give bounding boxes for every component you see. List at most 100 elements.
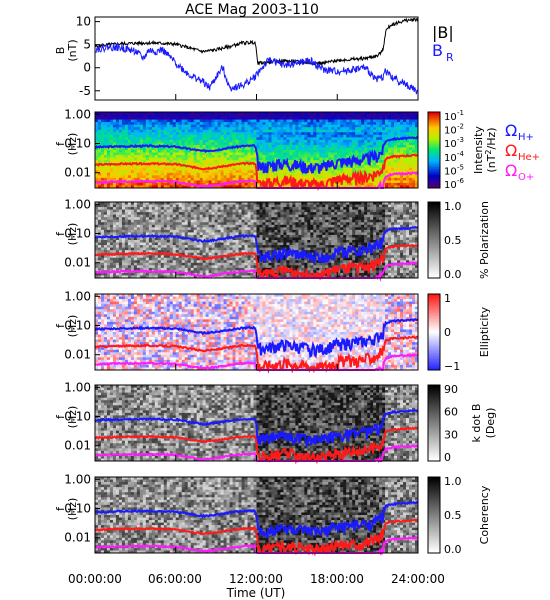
spectrogram-cell bbox=[148, 204, 153, 208]
spectrogram-cell bbox=[316, 119, 320, 123]
spectrogram-cell bbox=[343, 170, 347, 174]
spectrogram-cell bbox=[100, 160, 105, 163]
spectrogram-cell bbox=[184, 204, 189, 208]
spectrogram-cell bbox=[304, 112, 308, 115]
spectrogram-cell bbox=[352, 139, 356, 143]
spectrogram-cell bbox=[301, 144, 305, 148]
spectrogram-cell bbox=[154, 237, 159, 241]
spectrogram-cell bbox=[121, 240, 126, 243]
colorbar-tick-label: 10 bbox=[444, 153, 457, 164]
spectrogram-cell bbox=[382, 175, 386, 179]
spectrogram-cell bbox=[226, 142, 230, 146]
spectrogram-cell bbox=[124, 185, 129, 189]
spectrogram-cell bbox=[169, 262, 174, 266]
spectrogram-cell bbox=[100, 175, 105, 179]
spectrogram-cell bbox=[145, 157, 150, 161]
spectrogram-cell bbox=[391, 167, 395, 171]
spectrogram-cell bbox=[328, 142, 332, 146]
spectrogram-cell bbox=[95, 175, 99, 179]
y-tick-label: 1.00 bbox=[64, 107, 91, 121]
spectrogram-cell bbox=[112, 172, 117, 176]
spectrogram-cell bbox=[388, 114, 392, 118]
spectrogram-cell bbox=[412, 162, 416, 166]
spectrogram-cell bbox=[343, 127, 347, 131]
spectrogram-cell bbox=[109, 242, 114, 246]
legend-omega: Ω bbox=[505, 121, 517, 140]
spectrogram-cell bbox=[325, 175, 329, 179]
spectrogram-cell bbox=[190, 117, 194, 120]
spectrogram-cell bbox=[187, 167, 191, 171]
spectrogram-cell bbox=[130, 260, 135, 264]
spectrogram-cell bbox=[388, 127, 392, 131]
spectrogram-cell bbox=[142, 257, 147, 261]
spectrogram-cell bbox=[289, 165, 293, 169]
spectrogram-cell bbox=[391, 157, 395, 161]
spectrogram-cell bbox=[244, 150, 248, 153]
spectrogram-cell bbox=[97, 172, 102, 176]
spectrogram-cell bbox=[115, 247, 120, 251]
spectrogram-cell bbox=[148, 262, 153, 266]
spectrogram-cell bbox=[148, 157, 153, 161]
spectrogram-cell bbox=[175, 265, 180, 269]
spectrogram-cell bbox=[337, 112, 341, 115]
spectrogram-cell bbox=[124, 127, 129, 131]
spectrogram-cell bbox=[148, 114, 153, 118]
spectrogram-cell bbox=[238, 150, 242, 153]
spectrogram-cell bbox=[238, 232, 242, 236]
spectrogram-cell bbox=[223, 260, 227, 264]
spectrogram-cell bbox=[214, 222, 218, 226]
spectrogram-cell bbox=[289, 157, 293, 161]
spectrogram-cell bbox=[226, 144, 230, 148]
spectrogram-cell bbox=[235, 157, 239, 161]
spectrogram-cell bbox=[166, 217, 171, 221]
spectrogram-cell bbox=[169, 114, 174, 118]
spectrogram-cell bbox=[274, 122, 278, 125]
spectrogram-cell bbox=[169, 152, 174, 156]
spectrogram-cell bbox=[181, 245, 186, 248]
spectrogram-cell bbox=[100, 124, 105, 128]
spectrogram-cell bbox=[262, 175, 266, 179]
spectrogram-cell bbox=[286, 119, 290, 123]
spectrogram-cell bbox=[412, 157, 416, 161]
spectrogram-cell bbox=[301, 134, 305, 138]
spectrogram-cell bbox=[382, 172, 386, 176]
spectrogram-cell bbox=[214, 112, 218, 115]
spectrogram-cell bbox=[139, 262, 144, 266]
spectrogram-cell bbox=[247, 172, 251, 176]
spectrogram-cell bbox=[382, 137, 386, 141]
spectrogram-cell bbox=[97, 182, 102, 186]
spectrogram-cell bbox=[379, 160, 383, 163]
spectrogram-cell bbox=[139, 237, 144, 241]
spectrogram-cell bbox=[157, 212, 162, 215]
spectrogram-cell bbox=[181, 265, 186, 269]
spectrogram-cell bbox=[196, 265, 200, 269]
spectrogram-cell bbox=[205, 172, 209, 176]
spectrogram-cell bbox=[370, 172, 374, 176]
spectrogram-cell bbox=[328, 122, 332, 125]
spectrogram-cell bbox=[178, 165, 183, 169]
spectrogram-cell bbox=[214, 162, 218, 166]
spectrogram-cell bbox=[172, 204, 177, 208]
spectrogram-cell bbox=[97, 260, 102, 264]
spectrogram-cell bbox=[304, 117, 308, 120]
spectrogram-cell bbox=[361, 114, 365, 118]
spectrogram-cell bbox=[319, 150, 323, 153]
spectrogram-cell bbox=[166, 114, 171, 118]
spectrogram-cell bbox=[235, 119, 239, 123]
spectrogram-cell bbox=[124, 237, 129, 241]
spectrogram-cell bbox=[205, 234, 209, 238]
spectrogram-cell bbox=[394, 144, 398, 148]
spectrogram-cell bbox=[247, 204, 251, 208]
spectrogram-cell bbox=[121, 142, 126, 146]
spectrogram-cell bbox=[262, 155, 266, 158]
spectrogram-cell bbox=[385, 112, 389, 115]
spectrogram-cell bbox=[103, 247, 108, 251]
spectrogram-cell bbox=[328, 119, 332, 123]
spectrogram-cell bbox=[151, 202, 156, 205]
spectrogram-cell bbox=[199, 139, 203, 143]
spectrogram-cell bbox=[205, 175, 209, 179]
spectrogram-cell bbox=[199, 204, 203, 208]
spectrogram-cell bbox=[142, 222, 147, 226]
spectrogram-cell bbox=[277, 170, 281, 174]
spectrogram-cell bbox=[226, 245, 230, 248]
